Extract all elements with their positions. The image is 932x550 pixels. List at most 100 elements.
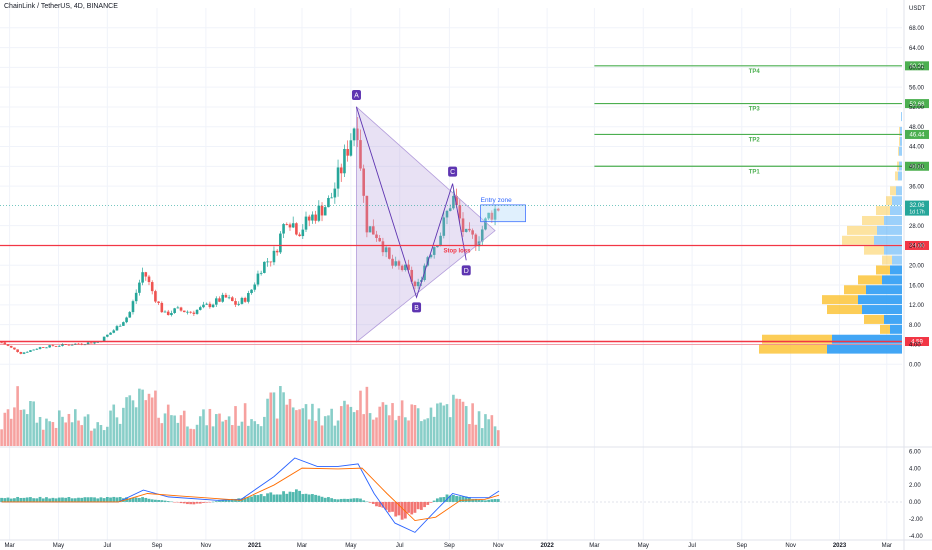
volume-bar <box>211 426 215 446</box>
macd-histogram-bar <box>202 501 205 503</box>
volume-bar <box>484 414 487 446</box>
macd-histogram-bar <box>397 501 401 516</box>
volume-bar <box>384 404 388 446</box>
macd-histogram-bar <box>64 497 68 502</box>
volume-bar <box>266 398 269 446</box>
volume-bar <box>346 404 349 446</box>
macd-histogram-bar <box>423 501 426 508</box>
candle <box>128 312 132 318</box>
candle <box>388 247 391 259</box>
volume-bar <box>269 392 273 446</box>
candle <box>320 205 324 216</box>
candle <box>400 265 404 271</box>
candle <box>41 347 45 348</box>
macd-histogram-bar <box>170 501 173 503</box>
volume-bar <box>355 410 359 446</box>
macd-histogram-bar <box>186 501 189 505</box>
macd-histogram-bar <box>157 500 161 502</box>
level-price-tag-text: 24.00 <box>909 244 925 250</box>
macd-histogram-bar <box>262 496 266 502</box>
volume-bar <box>115 417 119 446</box>
price-tick-label: 0.00 <box>909 362 921 368</box>
macd-histogram-bar <box>365 501 369 503</box>
time-tick-label: Mar <box>589 543 599 549</box>
volume-bar <box>275 418 279 446</box>
candle <box>202 304 205 308</box>
macd-histogram-bar <box>80 497 84 502</box>
candle <box>285 224 289 225</box>
level-price-tag-bg <box>905 61 929 71</box>
macd-histogram-bar <box>410 501 414 515</box>
chart-title: ChainLink / TetherUS, 4D, BINANCE <box>4 3 118 10</box>
macd-histogram-bar <box>25 497 29 502</box>
volume-bar <box>464 406 468 446</box>
candle <box>484 218 487 230</box>
macd-histogram-bar <box>189 501 193 505</box>
volume-bar <box>51 422 55 446</box>
candle <box>339 167 343 174</box>
macd-histogram-bar <box>109 497 112 502</box>
volume-bar <box>106 426 109 446</box>
price-tick-label: 16.00 <box>909 283 925 289</box>
candle <box>346 148 349 156</box>
candle <box>247 293 250 302</box>
macd-histogram-bar <box>163 500 167 502</box>
volume-bar <box>263 416 266 446</box>
macd-histogram-bar <box>96 498 100 502</box>
macd-histogram-bar <box>243 497 247 502</box>
level-price-tag-bg <box>905 161 929 171</box>
macd-histogram-bar <box>131 497 135 502</box>
pattern-point-d: D <box>461 265 471 276</box>
volume-profile-bar <box>884 245 902 255</box>
macd-histogram-bar <box>221 500 225 502</box>
macd-histogram-bar <box>407 501 410 513</box>
volume-bar <box>458 398 462 446</box>
macd-histogram-bar <box>198 501 202 504</box>
volume-profile-bar <box>866 285 902 295</box>
time-tick-label: Nov <box>201 543 212 549</box>
macd-histogram-bar <box>400 501 404 520</box>
volume-bar <box>86 414 90 446</box>
time-tick-label: Jul <box>104 543 112 549</box>
volume-bar <box>388 415 391 446</box>
volume-bar <box>208 408 212 446</box>
volume-bar <box>468 424 471 446</box>
macd-histogram-bar <box>368 501 372 503</box>
level-price-tag-bg <box>905 129 929 139</box>
macd-histogram-bar <box>38 496 42 502</box>
macd-histogram-bar <box>362 500 366 502</box>
candle <box>234 301 237 305</box>
macd-histogram-bar <box>160 500 164 502</box>
candle <box>455 195 458 206</box>
volume-bar <box>192 429 196 446</box>
volume-bar <box>420 421 423 446</box>
volume-bar <box>19 409 23 446</box>
volume-profile-bar <box>864 314 884 324</box>
macd-histogram-bar <box>61 497 64 502</box>
candle <box>365 195 369 233</box>
candle <box>468 228 471 231</box>
volume-bar <box>102 430 106 446</box>
volume-bar <box>160 423 164 446</box>
macd-histogram-bar <box>471 499 475 502</box>
candle <box>314 214 317 221</box>
macd-histogram-bar <box>147 498 151 502</box>
price-tick-label: 44.00 <box>909 145 925 151</box>
volume-bar <box>496 430 500 446</box>
candle <box>19 352 23 354</box>
volume-profile-bar <box>890 265 902 275</box>
candle <box>45 347 48 349</box>
volume-bar <box>61 416 64 446</box>
volume-profile-bar <box>844 285 866 295</box>
level-price-tag-text: 46.44 <box>909 133 925 139</box>
level-price-tag-text: 60.31 <box>909 64 925 70</box>
candle <box>224 294 228 298</box>
candle <box>275 250 279 253</box>
volume-bar <box>439 402 442 446</box>
volume-bar <box>157 417 160 446</box>
volume-bar <box>99 425 103 446</box>
candle-series <box>0 116 500 355</box>
macd-histogram-bar <box>413 501 417 513</box>
volume-bar <box>54 427 58 446</box>
